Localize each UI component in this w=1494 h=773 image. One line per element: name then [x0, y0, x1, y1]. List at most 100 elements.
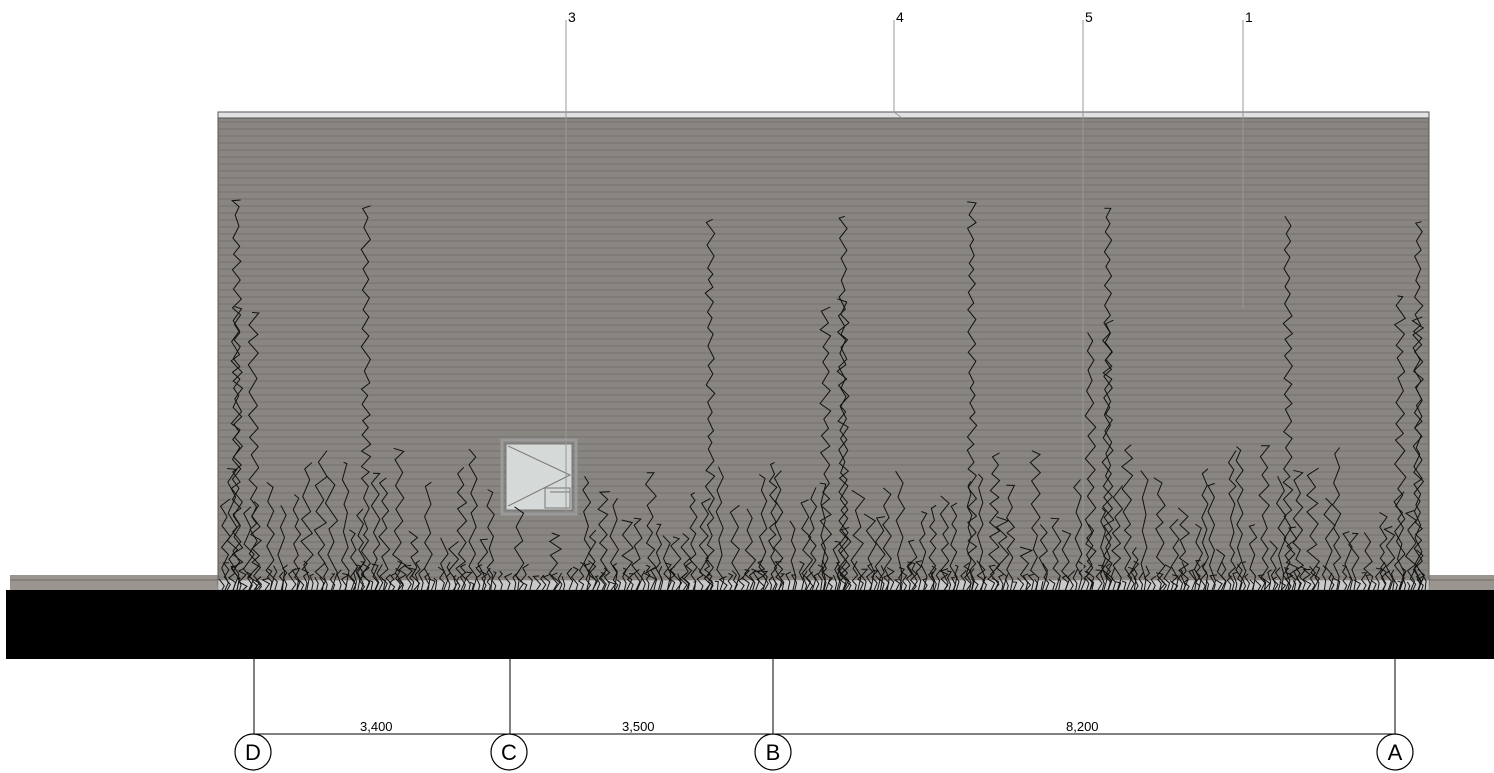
plant-stem: [1042, 562, 1050, 591]
plant-stem: [798, 560, 805, 591]
plant-stem: [1416, 573, 1421, 591]
plant-stem: [408, 530, 421, 591]
plant-stem: [882, 574, 890, 591]
plant-stem: [817, 564, 824, 591]
plant-stem: [909, 561, 918, 591]
plant-stem: [1323, 497, 1336, 591]
plant-stem: [976, 560, 986, 591]
plant-stem: [643, 472, 657, 591]
plant-stem: [329, 573, 336, 591]
plant-stem: [237, 567, 248, 591]
plant-stem: [748, 568, 757, 591]
plant-stem: [465, 571, 473, 591]
plant-stem: [1232, 571, 1238, 591]
plant-stem: [696, 567, 704, 591]
plant-stem: [1295, 567, 1302, 591]
callout-5: 5: [1082, 9, 1093, 580]
plant-stem: [433, 577, 438, 591]
plant-stem: [266, 568, 273, 591]
plant-stem: [226, 468, 240, 591]
plant-stem: [1216, 548, 1227, 591]
plant-stem: [340, 573, 350, 591]
plant-stem: [1333, 577, 1341, 591]
plant-stem: [1180, 561, 1187, 591]
plant-stem: [1188, 568, 1197, 591]
plant-stem: [1412, 221, 1424, 591]
plant-stem: [718, 576, 728, 591]
plant-stem: [863, 513, 877, 591]
plant-stem: [1115, 581, 1122, 591]
plant-stem: [360, 205, 372, 591]
plant-stem: [230, 306, 244, 591]
grid-label-B: B: [766, 740, 781, 765]
plant-stem: [895, 470, 906, 591]
plant-stem: [261, 577, 271, 591]
plant-stem: [846, 581, 852, 591]
plant-stem: [278, 571, 284, 591]
plant-stem: [631, 517, 643, 591]
plant-stem: [1353, 579, 1361, 591]
plant-stem: [857, 575, 864, 591]
plant-stem: [819, 482, 827, 591]
plant-stem: [658, 565, 664, 591]
plant-stem: [1005, 484, 1016, 591]
plant-stem: [976, 473, 986, 591]
plant-stem: [397, 560, 408, 591]
plant-stem: [1249, 579, 1255, 591]
plant-stem: [1226, 575, 1232, 591]
plant-stem: [663, 562, 672, 591]
plant-stem: [378, 477, 391, 591]
plant-stem: [1121, 444, 1134, 591]
plant-stem: [355, 564, 362, 591]
plant-stem: [447, 541, 460, 591]
plant-stem: [1342, 531, 1353, 591]
plant-stem: [683, 561, 693, 591]
plant-stem: [1156, 572, 1164, 591]
plant-stem: [1127, 566, 1136, 591]
plant-stem: [954, 564, 960, 591]
plant-stem: [1262, 577, 1267, 591]
plant-stem: [622, 567, 628, 591]
plant-stem: [707, 573, 714, 591]
plant-stem: [998, 574, 1004, 591]
plant-stem: [779, 573, 786, 591]
plant-stem: [403, 564, 413, 591]
plant-stem: [594, 575, 601, 591]
callout-4-label: 4: [896, 9, 904, 25]
grid-lines: [253, 659, 1396, 735]
plant-stem: [752, 570, 761, 591]
window-opening-symbol: [507, 445, 572, 507]
plant-stem: [1084, 570, 1091, 591]
plant-stem: [860, 568, 869, 591]
plant-stem: [737, 576, 745, 591]
plant-stem: [832, 574, 838, 591]
plant-stem: [865, 563, 874, 591]
plant-stem: [1022, 573, 1029, 591]
plant-stem: [1005, 573, 1009, 591]
plant-stem: [1341, 564, 1348, 591]
plant-stem: [714, 580, 719, 591]
plant-stem: [1193, 523, 1203, 591]
plant-stem: [1095, 569, 1103, 591]
plant-stem: [882, 487, 892, 591]
plant-stem: [1306, 467, 1321, 591]
plant-stem: [886, 567, 895, 591]
plant-stem: [578, 562, 585, 591]
plant-stem: [1269, 540, 1278, 591]
plant-stem: [1248, 524, 1258, 591]
plant-stem: [1140, 470, 1149, 591]
plant-stem: [1133, 560, 1140, 591]
plant-stem: [1236, 563, 1243, 591]
plant-stem: [469, 581, 475, 591]
plant-stem: [1103, 207, 1114, 591]
plant-stem: [1199, 561, 1208, 591]
plant-stem: [1299, 566, 1307, 591]
plant-stem: [388, 572, 396, 591]
plant-stem: [649, 567, 658, 591]
plant-stem: [1019, 546, 1034, 591]
plant-stem: [427, 578, 436, 591]
plant-stem: [1254, 580, 1262, 591]
plant-stem: [1406, 581, 1411, 591]
plant-stem: [1383, 525, 1396, 591]
callout-3: 3: [565, 9, 576, 515]
